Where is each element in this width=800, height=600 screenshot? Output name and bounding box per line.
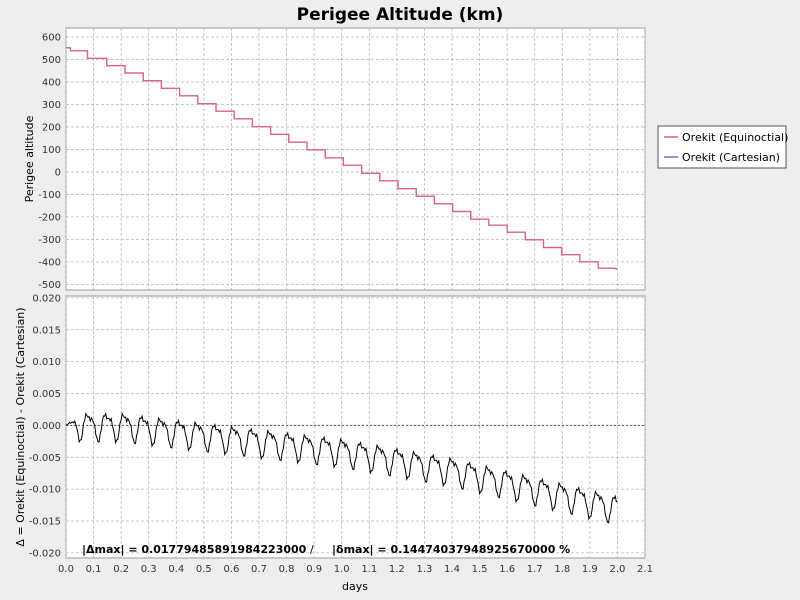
x-axis-label: days (342, 580, 368, 593)
x-tick-label: 0.6 (223, 564, 239, 575)
bottom-y-axis-label: Δ = Orekit (Equinoctial) - Orekit (Carte… (14, 307, 27, 546)
x-tick-label: 1.0 (334, 564, 350, 575)
top-y-tick-label: 0 (55, 167, 61, 178)
top-y-tick-label: -200 (38, 212, 61, 223)
top-grid (65, 28, 646, 290)
bottom-y-tick-label: 0.010 (32, 357, 61, 368)
bottom-y-tick-label: -0.015 (29, 517, 61, 528)
x-tick-label: 0.7 (251, 564, 267, 575)
top-y-tick-label: -100 (38, 190, 61, 201)
top-y-tick-label: 200 (42, 122, 61, 133)
annotation-separator: / (310, 543, 314, 556)
legend-label-cartesian: Orekit (Cartesian) (682, 151, 780, 164)
bottom-y-tick-label: -0.005 (29, 453, 61, 464)
bottom-y-tick-label: -0.010 (29, 485, 61, 496)
bottom-y-ticks: 0.020 0.015 0.010 0.005 0.000 -0.005 -0.010 -0.… (29, 293, 61, 559)
x-tick-label: 1.7 (527, 564, 543, 575)
bottom-plot-area (65, 295, 646, 559)
legend-box (657, 125, 787, 169)
legend-label-equinoctial: Orekit (Equinoctial) (682, 131, 788, 144)
x-tick-label: 1.8 (554, 564, 570, 575)
bottom-y-tick-label: -0.020 (29, 548, 61, 559)
bottom-grid (65, 296, 646, 558)
x-tick-label: 0.5 (196, 564, 212, 575)
x-tick-label: 0.8 (279, 564, 295, 575)
top-y-tick-label: -500 (38, 280, 61, 291)
x-tick-label: 1.1 (361, 564, 377, 575)
x-tick-label: 1.6 (499, 564, 515, 575)
top-y-tick-label: 400 (42, 77, 61, 88)
delta-rel-max-annotation: |δmax| = 0.14474037948925670000 % (332, 543, 570, 556)
bottom-y-tick-label: 0.005 (32, 389, 61, 400)
delta-max-annotation: |Δmax| = 0.01779485891984223000 (82, 543, 307, 556)
top-y-tick-label: 100 (42, 145, 61, 156)
top-series (66, 47, 618, 270)
chart-title: Perigee Altitude (km) (297, 5, 504, 25)
x-tick-label: 0.9 (306, 564, 322, 575)
bottom-series (65, 412, 618, 524)
x-tick-label: 2.1 (637, 564, 653, 575)
x-tick-label: 0.1 (86, 564, 102, 575)
bottom-y-tick-label: 0.015 (32, 325, 61, 336)
legend: Orekit (Equinoctial) Orekit (Cartesian) (657, 125, 788, 169)
top-y-tick-label: 600 (42, 32, 61, 43)
x-tick-label: 0.3 (141, 564, 157, 575)
top-y-ticks: 600 500 400 300 200 100 0 -100 -200 -300 -400 -500 (38, 32, 61, 290)
bottom-y-tick-label: 0.020 (32, 293, 61, 304)
x-tick-label: 0.0 (58, 564, 74, 575)
top-y-tick-label: -400 (38, 257, 61, 268)
top-y-tick-label: 300 (42, 100, 61, 111)
top-plot-area (65, 27, 646, 291)
series-equinoctial-line (66, 47, 618, 270)
top-y-axis-label: Perigee altitude (23, 115, 36, 202)
x-tick-label: 0.2 (113, 564, 129, 575)
x-tick-label: 1.3 (416, 564, 432, 575)
x-tick-label: 1.5 (472, 564, 488, 575)
x-tick-label: 0.4 (168, 564, 184, 575)
difference-line (65, 412, 618, 524)
bottom-y-tick-label: 0.000 (32, 421, 61, 432)
x-ticks: 0.0 0.1 0.2 0.3 0.4 0.5 0.6 0.7 0.8 0.9 1.0 1.1 1.2 1… (58, 564, 653, 575)
x-tick-label: 2.0 (609, 564, 625, 575)
x-tick-label: 1.9 (582, 564, 598, 575)
x-tick-label: 1.4 (444, 564, 460, 575)
top-y-tick-label: -300 (38, 235, 61, 246)
top-y-tick-label: 500 (42, 55, 61, 66)
x-tick-label: 1.2 (389, 564, 405, 575)
